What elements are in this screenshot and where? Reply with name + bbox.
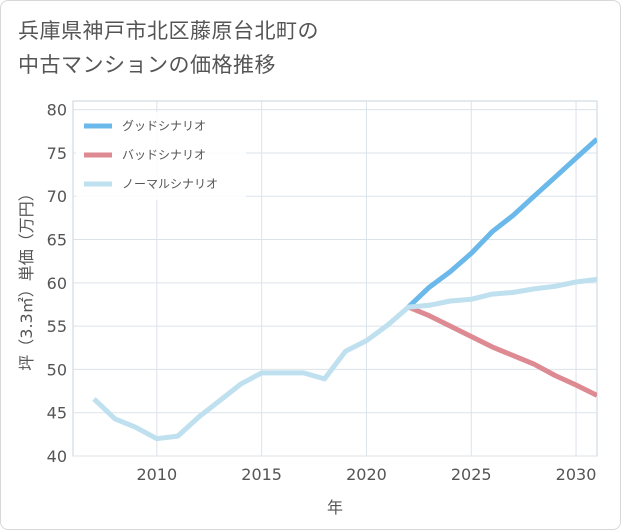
y-tick-label: 70: [47, 187, 67, 206]
x-tick-label: 2020: [346, 465, 387, 484]
y-tick-label: 75: [47, 144, 67, 163]
y-tick-label: 60: [47, 274, 67, 293]
y-ticks: 40 45 50 55 60 65 70 75 80: [47, 101, 67, 466]
chart-title-line2: 中古マンションの価格推移: [18, 53, 276, 77]
legend: グッドシナリオ バッドシナリオ ノーマルシナリオ: [76, 112, 246, 200]
chart-title-line1: 兵庫県神戸市北区藤原台北町の: [18, 19, 319, 43]
x-tick-label: 2030: [556, 465, 597, 484]
y-tick-label: 65: [47, 231, 67, 250]
legend-label-normal: ノーマルシナリオ: [122, 177, 218, 191]
series-line-normal: [92, 276, 597, 442]
chart-title: 兵庫県神戸市北区藤原台北町の 中古マンションの価格推移: [18, 14, 319, 82]
x-tick-label: 2025: [451, 465, 492, 484]
y-tick-label: 80: [47, 101, 67, 120]
x-tick-label: 2010: [136, 465, 177, 484]
x-axis-label: 年: [327, 498, 343, 517]
series-lines: [92, 137, 597, 442]
x-ticks: 2010 2015 2020 2025 2030: [136, 465, 596, 484]
legend-label-bad: バッドシナリオ: [122, 148, 206, 162]
legend-label-good: グッドシナリオ: [122, 119, 206, 133]
y-axis-label: 坪（3.3㎡）単価（万円）: [17, 185, 36, 370]
x-tick-label: 2015: [241, 465, 282, 484]
series-line-bad: [407, 304, 597, 398]
y-tick-label: 50: [47, 360, 67, 379]
y-tick-label: 55: [47, 317, 67, 336]
y-tick-label: 40: [47, 447, 67, 466]
series-line-good: [406, 137, 597, 309]
y-tick-label: 45: [47, 404, 67, 423]
